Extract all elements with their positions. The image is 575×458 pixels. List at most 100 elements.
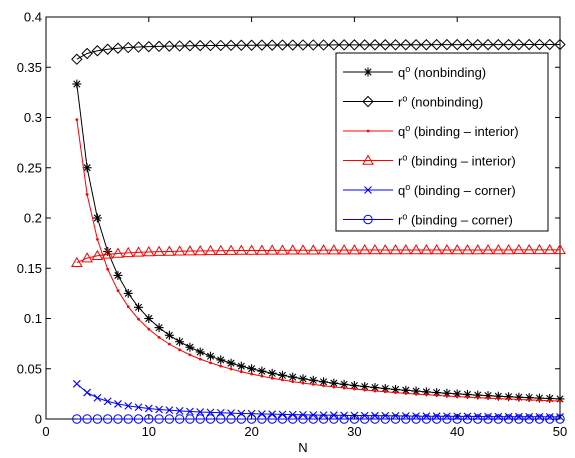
data-point: [96, 238, 99, 241]
data-point: [370, 414, 380, 424]
data-point: [329, 414, 339, 424]
data-point: [410, 39, 422, 51]
legend-label-base: q: [398, 124, 405, 139]
data-point: [175, 406, 184, 415]
data-point: [81, 47, 93, 60]
data-point: [250, 372, 254, 376]
series-line: [76, 383, 560, 418]
data-point: [391, 411, 400, 420]
data-point: [112, 247, 124, 258]
series-0: [72, 79, 565, 404]
data-point: [268, 410, 277, 419]
data-point: [291, 380, 295, 384]
data-point: [476, 396, 480, 399]
legend: qo (nonbinding)ro (nonbinding)qo (bindin…: [335, 52, 549, 232]
data-point: [353, 387, 356, 391]
legend-label-superscript: o: [405, 64, 410, 74]
data-point: [339, 379, 349, 389]
data-point: [114, 400, 122, 408]
data-point: [486, 396, 490, 400]
legend-label: qo (binding – interior): [398, 123, 519, 139]
data-point: [473, 414, 483, 424]
legend-entry: ro (binding – corner): [343, 212, 513, 228]
data-point: [123, 288, 133, 298]
series-line: [76, 119, 561, 402]
data-point: [327, 244, 340, 255]
data-point: [399, 244, 412, 255]
series-line: [76, 249, 560, 264]
data-point: [502, 243, 515, 255]
data-point: [178, 348, 182, 352]
data-point: [196, 408, 205, 416]
data-point: [380, 384, 390, 394]
data-point: [216, 414, 226, 424]
data-point: [430, 38, 443, 51]
data-point: [441, 243, 453, 255]
data-point: [173, 40, 186, 52]
data-point: [545, 414, 555, 424]
data-point: [93, 394, 102, 402]
data-point: [236, 414, 247, 424]
data-point: [381, 411, 390, 420]
data-point: [507, 397, 510, 401]
data-point: [72, 414, 82, 424]
data-point: [266, 39, 278, 51]
data-point: [287, 39, 299, 51]
data-point: [204, 244, 217, 256]
data-point: [533, 243, 546, 255]
data-point: [360, 382, 370, 392]
data-point: [359, 414, 370, 424]
data-point: [123, 414, 133, 424]
data-point: [379, 39, 391, 51]
data-point: [420, 243, 433, 255]
data-point: [144, 404, 153, 413]
data-point: [154, 414, 164, 424]
data-point: [142, 245, 155, 257]
data-point: [307, 39, 319, 51]
data-point: [276, 244, 289, 255]
data-point: [198, 357, 202, 361]
data-point: [113, 414, 123, 424]
data-point: [92, 414, 103, 424]
legend-label-superscript: o: [402, 153, 407, 163]
data-point: [286, 244, 299, 255]
data-point: [267, 414, 277, 424]
data-point: [164, 414, 175, 424]
data-point: [205, 414, 216, 424]
data-point: [363, 67, 373, 77]
data-point: [122, 41, 134, 54]
data-point: [471, 243, 484, 255]
x-tick-label: 40: [450, 424, 464, 439]
data-point: [527, 398, 531, 402]
data-point: [340, 411, 349, 420]
data-point: [270, 376, 274, 380]
data-point: [256, 39, 268, 51]
y-axis: 0 0.05 0.1 0.15 0.2 0.25 0.3 0.35 0.4: [17, 10, 560, 427]
legend-label-base: r: [398, 95, 403, 110]
data-point: [134, 302, 144, 312]
data-point: [72, 379, 81, 388]
y-tick-label: 0.1: [24, 311, 42, 326]
data-point: [389, 39, 402, 51]
data-point: [134, 403, 143, 412]
series-layer: [70, 38, 566, 424]
data-point: [297, 39, 309, 51]
data-point: [106, 267, 110, 271]
data-point: [137, 317, 140, 321]
data-point: [153, 40, 165, 53]
data-point: [204, 39, 217, 52]
legend-label: ro (binding – corner): [398, 212, 513, 228]
data-point: [72, 79, 82, 89]
data-point: [194, 244, 207, 256]
data-point: [85, 193, 89, 196]
data-point: [455, 395, 459, 398]
data-point: [205, 351, 215, 361]
data-point: [492, 243, 505, 255]
data-point: [122, 246, 135, 258]
data-point: [277, 370, 287, 380]
data-point: [91, 45, 104, 57]
data-point: [329, 378, 339, 388]
series-1: [71, 38, 566, 65]
data-point: [101, 43, 114, 55]
